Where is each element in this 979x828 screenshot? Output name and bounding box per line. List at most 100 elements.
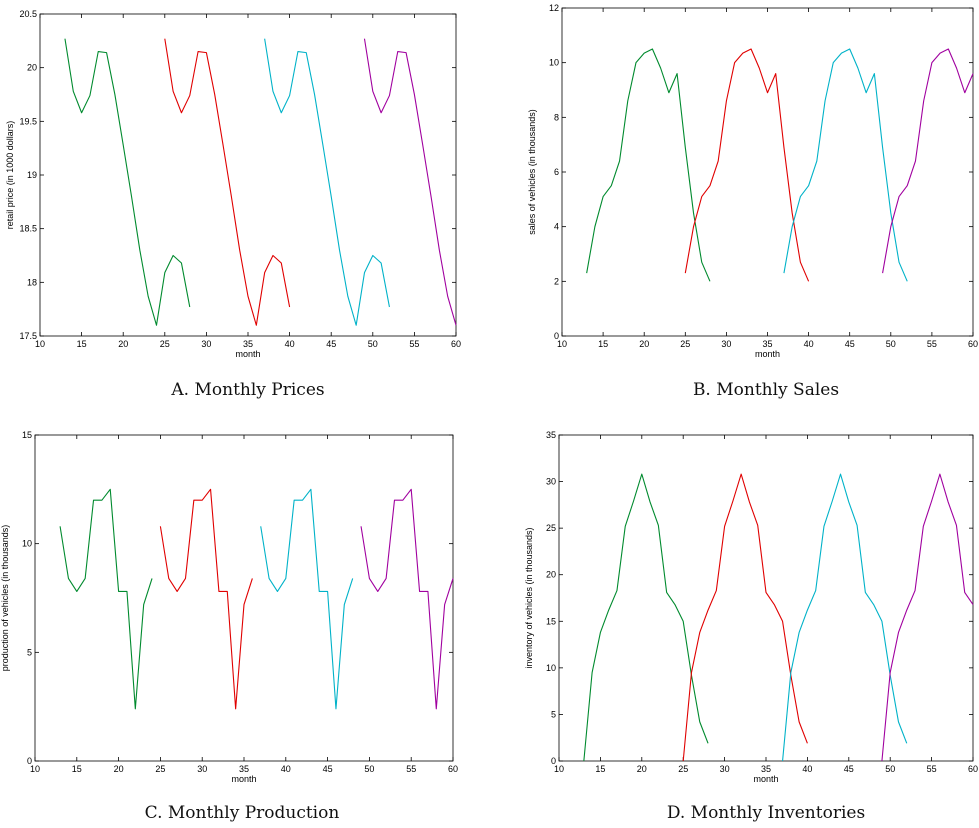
plot-frame-c — [34, 434, 454, 762]
y-tick-label: 0 — [554, 331, 559, 341]
series-line-4 — [881, 473, 974, 762]
series-line-3 — [260, 488, 354, 710]
x-axis-label: month — [753, 774, 778, 784]
x-tick-label: 20 — [118, 339, 128, 349]
y-tick-label: 10 — [546, 663, 556, 673]
y-tick-label: 35 — [546, 430, 556, 440]
y-axis-label: retail price (in 1000 dollars) — [5, 121, 15, 230]
x-tick-label: 55 — [409, 339, 419, 349]
x-tick-label: 30 — [720, 764, 730, 774]
chart-d: 10 15 20 25 30 35 40 45 50 55 6005101520253035mont… — [524, 430, 978, 823]
x-tick-label: 50 — [364, 764, 374, 774]
plot-frame-a — [39, 13, 457, 337]
x-tick-label: 60 — [448, 764, 458, 774]
y-tick-label: 8 — [554, 112, 559, 122]
x-tick-label: 40 — [804, 339, 814, 349]
y-tick-label: 0 — [551, 756, 556, 766]
x-tick-label: 40 — [281, 764, 291, 774]
x-tick-label: 10 — [554, 764, 564, 774]
chart-b: 10 15 20 25 30 35 40 45 50 55 60 0 2 4 6 8 10 12 month sale… — [527, 3, 978, 400]
y-axis-label: inventory of vehicles (in thousands) — [524, 527, 534, 668]
x-tick-label: 35 — [243, 339, 253, 349]
x-tick-label: 10 — [30, 764, 40, 774]
y-tick-label: 10 — [549, 58, 559, 68]
series-line-2 — [159, 488, 253, 710]
y-axis-label: production of vehicles (in thousands) — [0, 525, 10, 672]
x-tick-label: 55 — [406, 764, 416, 774]
series-line-3 — [783, 48, 908, 282]
series-line-1 — [59, 488, 153, 710]
chart-a: 10 15 20 25 30 35 40 45 50 55 60 17.5 18 18.5 19 19.5 20… — [5, 9, 461, 400]
series-line-1 — [583, 473, 709, 762]
x-tick-label: 15 — [77, 339, 87, 349]
y-tick-label: 5 — [27, 647, 32, 657]
y-tick-label: 6 — [554, 167, 559, 177]
y-axis-label: sales of vehicles (in thousands) — [527, 109, 537, 235]
series-line-2 — [684, 48, 810, 282]
x-tick-label: 50 — [886, 339, 896, 349]
y-tick-label: 19.5 — [19, 116, 37, 126]
x-tick-label: 60 — [968, 764, 978, 774]
x-axis-label: month — [231, 774, 256, 784]
x-tick-label: 20 — [639, 339, 649, 349]
x-tick-label: 40 — [285, 339, 295, 349]
series-line-3 — [782, 473, 908, 762]
y-tick-label: 30 — [546, 477, 556, 487]
series-line-1 — [586, 48, 711, 282]
x-tick-label: 50 — [885, 764, 895, 774]
x-tick-label: 15 — [595, 764, 605, 774]
x-tick-label: 10 — [557, 339, 567, 349]
x-tick-label: 60 — [451, 339, 461, 349]
chart-caption-a: A. Monthly Prices — [170, 380, 324, 400]
x-tick-label: 45 — [326, 339, 336, 349]
y-tick-label: 17.5 — [19, 331, 37, 341]
y-tick-label: 15 — [546, 616, 556, 626]
x-tick-label: 55 — [927, 764, 937, 774]
x-tick-label: 45 — [323, 764, 333, 774]
y-tick-label: 20.5 — [19, 9, 37, 19]
x-tick-label: 20 — [114, 764, 124, 774]
x-tick-label: 15 — [72, 764, 82, 774]
x-tick-label: 55 — [927, 339, 937, 349]
series-line-1 — [64, 38, 191, 326]
series-line-4 — [363, 38, 457, 326]
series-line-4 — [360, 488, 454, 710]
series-line-3 — [264, 38, 390, 326]
x-tick-label: 35 — [762, 339, 772, 349]
x-tick-label: 50 — [368, 339, 378, 349]
chart-caption-c: C. Monthly Production — [145, 803, 340, 823]
x-tick-label: 25 — [155, 764, 165, 774]
y-tick-label: 2 — [554, 276, 559, 286]
x-axis-label: month — [235, 349, 260, 359]
y-tick-label: 4 — [554, 222, 559, 232]
x-tick-label: 20 — [637, 764, 647, 774]
chart-caption-d: D. Monthly Inventories — [667, 803, 865, 823]
y-tick-label: 19 — [27, 170, 37, 180]
x-tick-label: 45 — [844, 764, 854, 774]
x-tick-label: 35 — [761, 764, 771, 774]
y-tick-label: 0 — [27, 756, 32, 766]
x-axis-label: month — [755, 349, 780, 359]
y-tick-label: 18 — [27, 277, 37, 287]
x-tick-label: 30 — [201, 339, 211, 349]
y-tick-label: 15 — [22, 430, 32, 440]
y-tick-label: 20 — [546, 570, 556, 580]
plot-frame-d — [558, 434, 974, 762]
x-tick-label: 40 — [802, 764, 812, 774]
y-tick-label: 18.5 — [19, 224, 37, 234]
series-line-2 — [164, 38, 291, 326]
x-tick-label: 30 — [197, 764, 207, 774]
x-tick-label: 10 — [35, 339, 45, 349]
x-tick-label: 35 — [239, 764, 249, 774]
y-tick-label: 12 — [549, 3, 559, 13]
y-tick-label: 10 — [22, 539, 32, 549]
x-tick-label: 60 — [968, 339, 978, 349]
series-line-2 — [682, 473, 808, 762]
x-tick-label: 15 — [598, 339, 608, 349]
x-tick-label: 45 — [845, 339, 855, 349]
x-tick-label: 30 — [721, 339, 731, 349]
x-tick-label: 25 — [678, 764, 688, 774]
chart-c: 10 15 20 25 30 35 40 45 50 55 60 0 5 10 15 month product… — [0, 430, 458, 823]
x-tick-label: 25 — [680, 339, 690, 349]
